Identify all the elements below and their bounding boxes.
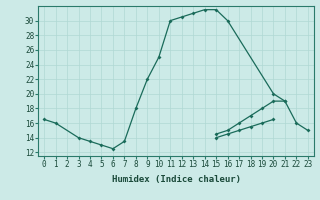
X-axis label: Humidex (Indice chaleur): Humidex (Indice chaleur) [111, 175, 241, 184]
